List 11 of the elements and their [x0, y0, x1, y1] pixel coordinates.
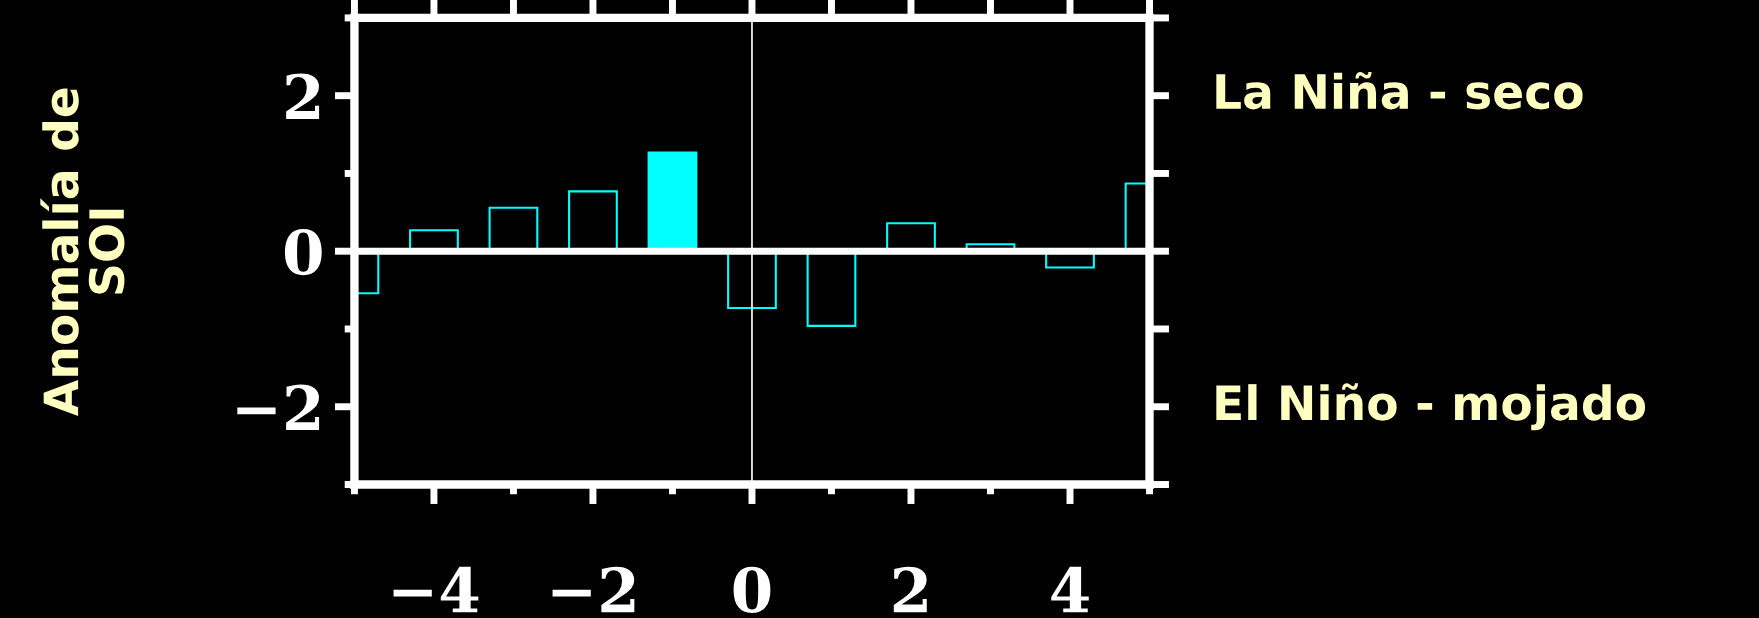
- x-tick-label: −4: [393, 566, 479, 613]
- y-tick-label: 2: [286, 73, 320, 119]
- y-tick-label: −2: [237, 384, 320, 430]
- x-tick-label: 4: [1051, 566, 1089, 613]
- y-tick-label: 0: [284, 229, 322, 276]
- x-tick-label: −2: [552, 566, 635, 613]
- x-tick-label: 2: [893, 566, 927, 613]
- text: La Niña - seco: [1216, 71, 1583, 110]
- y-axis-title: Anomalía de SOI: [40, 88, 125, 417]
- x-tick-label: 0: [733, 566, 771, 614]
- text: El Niño - mojado: [1216, 383, 1646, 431]
